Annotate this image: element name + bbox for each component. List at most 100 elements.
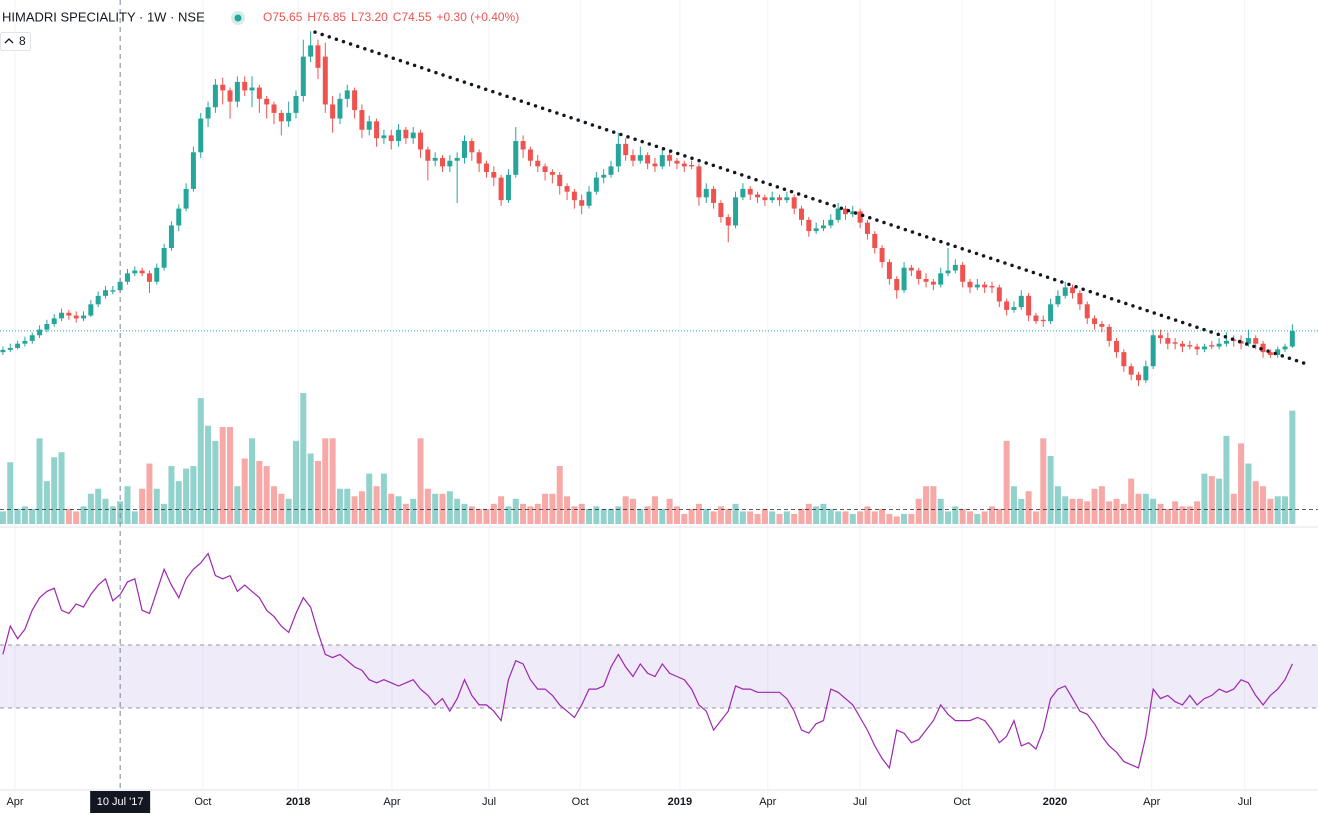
volume-bar (879, 508, 886, 524)
candle-body (1216, 343, 1222, 347)
candle-body (916, 270, 922, 279)
candle-body (286, 112, 292, 122)
volume-bar (1062, 496, 1069, 524)
candle-body (1011, 307, 1017, 310)
candle-body (491, 172, 497, 178)
candle-body (344, 90, 350, 99)
volume-bar (864, 506, 871, 524)
volume-bar (732, 503, 739, 524)
volume-bar (849, 513, 856, 524)
volume-bar (842, 511, 849, 524)
volume-bar (446, 491, 453, 524)
candle-body (1282, 346, 1288, 350)
candle-body (689, 164, 695, 167)
candle-body (315, 45, 321, 68)
candle-body (1209, 345, 1215, 347)
volume-bar (1032, 511, 1039, 524)
volume-bar (131, 511, 138, 524)
volume-bar (219, 427, 226, 524)
volume-bar (358, 491, 365, 524)
candle-body (637, 155, 643, 161)
candle-body (784, 197, 790, 201)
candle-body (432, 157, 438, 161)
candle-body (798, 208, 804, 220)
candle-body (579, 200, 585, 206)
candle-body (1121, 352, 1127, 367)
volume-bar (366, 473, 373, 524)
chevron-icon[interactable] (4, 38, 14, 44)
x-tick-label: Jul (482, 796, 496, 808)
candle-body (601, 174, 607, 178)
volume-bar (512, 498, 519, 524)
volume-bar (527, 506, 534, 524)
candle-body (777, 197, 783, 201)
volume-bar (21, 506, 28, 524)
volume-bar (1230, 493, 1237, 524)
candle-body (505, 174, 511, 201)
volume-bar (747, 511, 754, 524)
candle-body (527, 149, 533, 161)
candle-body (124, 273, 130, 282)
candle-body (733, 197, 739, 226)
volume-bar (373, 486, 380, 524)
candle-body (1018, 295, 1024, 308)
candle-body (396, 129, 402, 142)
volume-bar (0, 511, 6, 524)
candle-body (1106, 326, 1112, 341)
indicator-toggle[interactable] (0, 32, 31, 51)
indicator-count[interactable]: 8 (19, 34, 26, 48)
candle-body (1114, 340, 1120, 353)
x-tick-label: Oct (572, 796, 589, 808)
candle-body (1275, 349, 1281, 355)
volume-bar (80, 506, 87, 524)
volume-bar (256, 461, 263, 524)
volume-bar (1069, 498, 1076, 524)
candle-body (1194, 346, 1200, 350)
candle-body (117, 281, 123, 291)
volume-bar (424, 488, 431, 524)
volume-bar (380, 473, 387, 524)
candle-body (1289, 330, 1295, 347)
status-dot (234, 14, 242, 22)
x-tick-label: Apr (1143, 796, 1160, 808)
candle-body (51, 318, 57, 324)
volume-bar (659, 508, 666, 524)
candle-body (615, 143, 621, 167)
candle-body (271, 104, 277, 113)
volume-bar (637, 508, 644, 524)
volume-bar (886, 513, 893, 524)
volume-bar (776, 513, 783, 524)
candle-body (1004, 301, 1010, 310)
volume-bar (981, 511, 988, 524)
trendline (313, 30, 1312, 367)
volume-bar (952, 506, 959, 524)
volume-bar (241, 458, 248, 524)
volume-bar (43, 481, 50, 524)
candle-body (1092, 318, 1098, 324)
volume-bar (336, 488, 343, 524)
volume-bar (212, 440, 219, 524)
volume-bar (87, 493, 94, 524)
volume-bar (1201, 473, 1208, 524)
volume-bar (959, 508, 966, 524)
volume-bar (695, 503, 702, 524)
volume-bar (1142, 493, 1149, 524)
candle-body (1084, 304, 1090, 319)
volume-bar (1186, 506, 1193, 524)
volume-bar (117, 501, 124, 524)
legend-value: 75.65 (272, 10, 302, 24)
volume-bar (183, 468, 190, 524)
candle-body (322, 56, 328, 105)
candle-body (278, 112, 284, 122)
volume-bar (622, 496, 629, 524)
volume-bar (498, 496, 505, 524)
candle-body (293, 96, 299, 113)
candle-body (469, 141, 475, 153)
rsi-band (0, 644, 1318, 709)
volume-bar (483, 508, 490, 524)
candle-body (366, 121, 372, 130)
volume-bar (190, 466, 197, 524)
volume-bar (608, 508, 615, 524)
candle-body (154, 267, 160, 282)
